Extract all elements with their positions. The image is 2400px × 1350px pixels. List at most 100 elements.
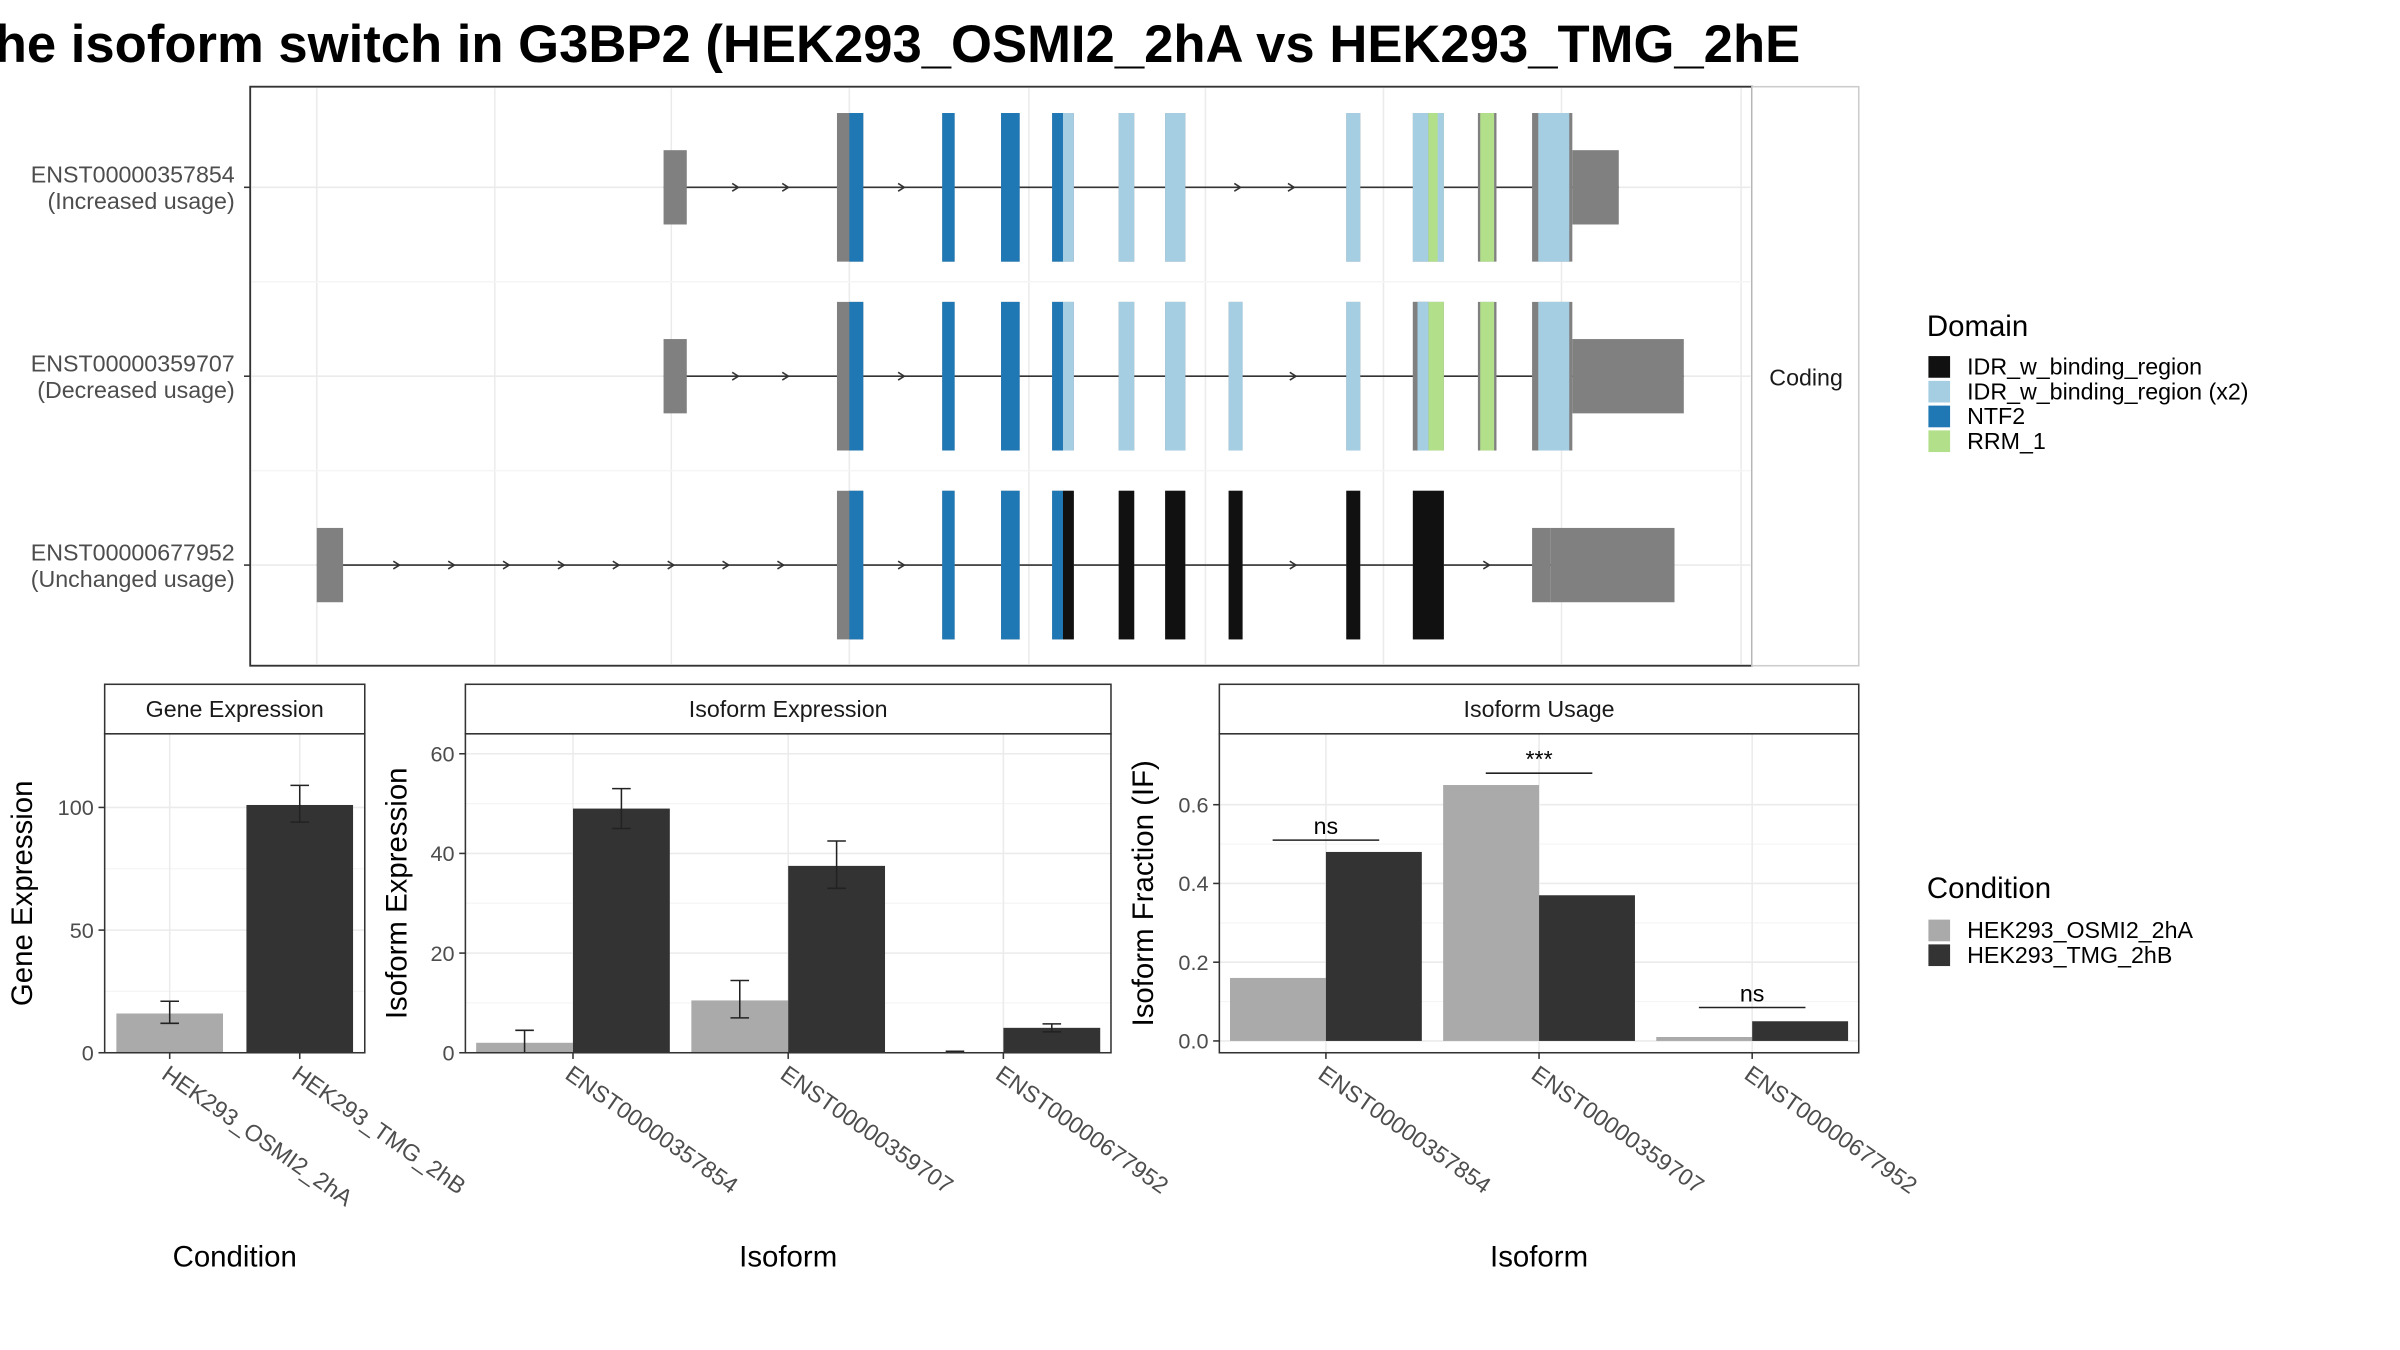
x-axis-label: Isoform bbox=[739, 1240, 837, 1273]
utr-exon bbox=[316, 527, 344, 603]
ntf2-domain bbox=[942, 301, 955, 451]
gene-structure-panel: ENST00000357854(Increased usage) ENST0000… bbox=[31, 85, 1860, 667]
intron-arrow bbox=[897, 560, 906, 570]
domain-legend-items: IDR_w_binding_regionIDR_w_binding_region… bbox=[1928, 354, 2248, 454]
bar bbox=[1752, 1021, 1849, 1041]
utr-exon bbox=[1532, 527, 1551, 603]
idr-x2-domain bbox=[1118, 301, 1135, 451]
intron-arrow bbox=[781, 371, 790, 381]
significance-label: ns bbox=[1314, 813, 1339, 839]
intron-arrow bbox=[557, 560, 566, 570]
significance-label: ns bbox=[1740, 980, 1765, 1006]
y-tick-label: 0.4 bbox=[1178, 871, 1208, 896]
bar bbox=[572, 808, 670, 1053]
condition-legend-label: HEK293_TMG_2hB bbox=[1967, 942, 2172, 968]
x-axis-label: Condition bbox=[173, 1240, 297, 1273]
intron-arrow bbox=[667, 560, 676, 570]
rrm1-domain bbox=[1480, 301, 1495, 451]
bar bbox=[1539, 895, 1635, 1041]
transcript-id-label: ENST00000357854 bbox=[31, 162, 235, 188]
intron-arrow bbox=[731, 182, 740, 192]
y-axis-label: Isoform Expression bbox=[381, 767, 414, 1019]
domain-legend-key bbox=[1928, 405, 1951, 428]
y-axis-label: Isoform Fraction (IF) bbox=[1127, 760, 1160, 1026]
utr-exon bbox=[663, 339, 687, 414]
intron-arrow bbox=[447, 560, 456, 570]
domain-legend-label: IDR_w_binding_region bbox=[1967, 354, 2202, 380]
bar bbox=[788, 865, 886, 1053]
transcript-ENST00000357854 bbox=[663, 113, 1619, 262]
bar bbox=[1325, 851, 1422, 1041]
y-tick-label: 0.0 bbox=[1178, 1029, 1208, 1054]
ntf2-domain bbox=[1001, 490, 1020, 640]
ntf2-domain bbox=[849, 113, 864, 262]
intron-arrow bbox=[722, 560, 731, 570]
utr-exon bbox=[663, 150, 687, 225]
x-axis-label: Isoform bbox=[1490, 1240, 1588, 1273]
domain-legend-label: IDR_w_binding_region (x2) bbox=[1967, 378, 2248, 404]
intron-arrow bbox=[392, 560, 401, 570]
y-tick-label: 60 bbox=[430, 742, 454, 767]
figure-title: he isoform switch in G3BP2 (HEK293_OSMI2… bbox=[0, 15, 1800, 74]
idr-domain bbox=[1346, 490, 1361, 640]
idr-x2-domain bbox=[1346, 113, 1361, 262]
intron-arrow bbox=[781, 182, 790, 192]
bar bbox=[1443, 785, 1540, 1041]
y-tick-label: 100 bbox=[58, 795, 94, 820]
utr-exon bbox=[1550, 527, 1675, 603]
domain-legend-title: Domain bbox=[1927, 310, 2028, 343]
condition-legend-label: HEK293_OSMI2_2hA bbox=[1967, 917, 2193, 943]
domain-legend-key bbox=[1928, 430, 1951, 453]
y-tick-label: 0 bbox=[82, 1040, 94, 1065]
idr-domain bbox=[1412, 490, 1444, 640]
gene-structure-marks bbox=[316, 113, 1684, 640]
transcript-usage-label: (Unchanged usage) bbox=[31, 566, 235, 592]
ntf2-domain bbox=[942, 490, 955, 640]
idr-x2-domain bbox=[1538, 113, 1570, 262]
intron-arrow bbox=[731, 371, 740, 381]
panel-strip bbox=[464, 683, 1112, 735]
rrm1-domain bbox=[1480, 113, 1495, 262]
intron-arrow bbox=[1482, 560, 1491, 570]
transcript-id-label: ENST00000359707 bbox=[31, 351, 235, 377]
bar bbox=[246, 804, 354, 1053]
coding-strip bbox=[1751, 85, 1860, 667]
domain-legend: Domain IDR_w_binding_regionIDR_w_binding… bbox=[1927, 310, 2249, 454]
idr-x2-domain bbox=[1538, 301, 1570, 451]
isoform-usage-panel: Isoform Usagens***ns0.00.20.40.6ENST0000… bbox=[1127, 683, 1922, 1273]
domain-legend-label: RRM_1 bbox=[1967, 428, 2046, 454]
panel-title: Isoform Expression bbox=[689, 696, 888, 722]
ntf2-domain bbox=[1001, 113, 1020, 262]
transcript-labels: ENST00000357854(Increased usage) ENST0000… bbox=[31, 162, 251, 592]
idr-x2-domain bbox=[1346, 301, 1361, 451]
y-tick-label: 0.6 bbox=[1178, 792, 1208, 817]
significance-label: *** bbox=[1525, 746, 1552, 772]
ntf2-domain bbox=[942, 113, 955, 262]
condition-legend-key bbox=[1928, 919, 1951, 942]
idr-domain bbox=[1228, 490, 1243, 640]
y-tick-label: 0.2 bbox=[1178, 950, 1208, 975]
y-tick-label: 50 bbox=[70, 918, 94, 943]
ntf2-domain bbox=[1052, 301, 1063, 451]
ntf2-domain bbox=[849, 490, 864, 640]
intron-arrow bbox=[1233, 182, 1242, 192]
idr-x2-domain bbox=[1165, 301, 1186, 451]
intron-arrow bbox=[897, 182, 906, 192]
idr-domain bbox=[1118, 490, 1135, 640]
idr-x2-domain bbox=[1412, 113, 1429, 262]
intron-arrow bbox=[1289, 560, 1298, 570]
panel-border bbox=[103, 733, 366, 1054]
transcript-ENST00000677952 bbox=[316, 490, 1675, 640]
ntf2-domain bbox=[849, 301, 864, 451]
y-axis-label: Gene Expression bbox=[6, 781, 39, 1007]
transcript-ENST00000359707 bbox=[663, 301, 1684, 451]
domain-legend-key bbox=[1928, 380, 1951, 403]
idr-x2-domain bbox=[1417, 301, 1429, 451]
idr-x2-domain bbox=[1165, 113, 1186, 262]
idr-x2-domain bbox=[1062, 113, 1074, 262]
y-tick-label: 20 bbox=[430, 941, 454, 966]
utr-exon bbox=[1572, 339, 1684, 414]
